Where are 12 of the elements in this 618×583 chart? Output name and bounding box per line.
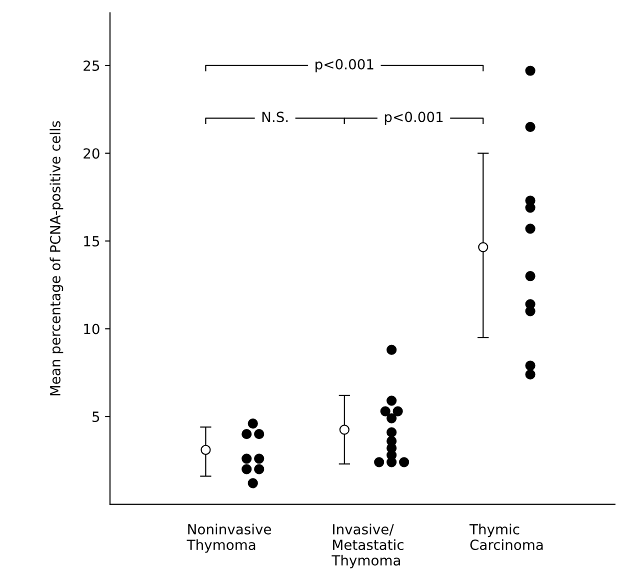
y-tick-label: 5 [92, 412, 100, 422]
annotation: p<0.001 [316, 59, 374, 72]
y-axis-title: Mean percentage of PCNA-positive cells [50, 121, 64, 396]
y-tick-label: 25 [84, 60, 100, 71]
x-tick-label: Noninvasive Thymoma [186, 524, 272, 553]
y-tick-label: 20 [84, 148, 100, 159]
x-tick-label: Invasive/ Metastatic Thymoma [332, 524, 404, 568]
x-tick-label: Thymic Carcinoma [469, 524, 543, 550]
annotation: N.S. [262, 112, 288, 122]
y-tick-label: 10 [84, 324, 100, 334]
annotation: p<0.001 [384, 112, 443, 125]
y-tick-label: 15 [84, 236, 100, 246]
